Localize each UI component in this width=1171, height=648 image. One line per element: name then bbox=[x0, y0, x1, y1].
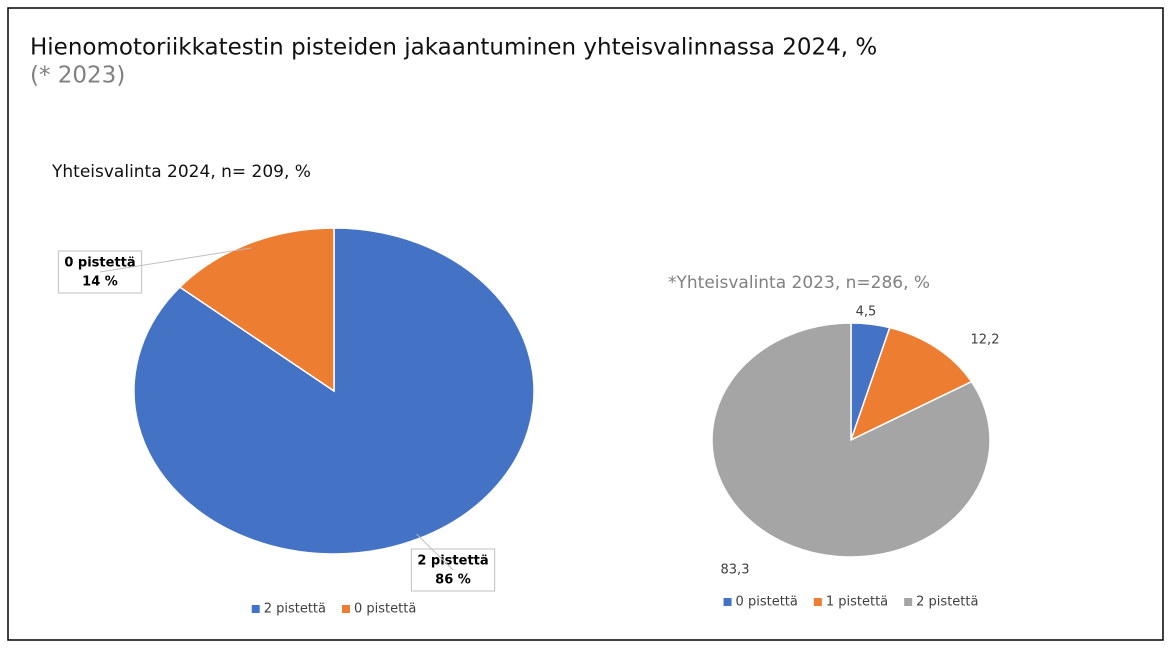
slide-title: Hienomotoriikkatestin pisteiden jakaantu… bbox=[30, 35, 877, 61]
legend-label: 2 pistettä bbox=[916, 595, 978, 610]
pie-slice bbox=[849, 326, 973, 442]
data-label: 83,3 bbox=[721, 563, 750, 578]
chart-title: Yhteisvalinta 2024, n= 209, % bbox=[51, 162, 311, 182]
legend-swatch bbox=[251, 605, 260, 613]
label-value: 86 % bbox=[435, 573, 471, 588]
chart-title: *Yhteisvalinta 2023, n=286, % bbox=[668, 273, 930, 293]
data-label: 2 pistettä 86 % bbox=[410, 548, 496, 592]
legend-label: 2 pistettä bbox=[264, 602, 326, 617]
leader-line bbox=[416, 533, 454, 571]
leader-line bbox=[99, 247, 252, 273]
legend-swatch bbox=[723, 598, 732, 606]
legend-swatch bbox=[813, 598, 822, 606]
legend: 0 pistettä 1 pistettä 2 pistettä bbox=[723, 595, 978, 610]
legend-label: 1 pistettä bbox=[826, 595, 888, 610]
legend-swatch bbox=[342, 605, 350, 613]
legend: 2 pistettä 0 pistettä bbox=[251, 602, 416, 617]
label-category: 0 pistettä bbox=[64, 256, 135, 271]
legend-swatch bbox=[904, 598, 913, 606]
legend-label: 0 pistettä bbox=[354, 602, 416, 617]
legend-label: 0 pistettä bbox=[736, 595, 798, 610]
label-category: 2 pistettä bbox=[417, 554, 488, 569]
data-label: 12,2 bbox=[971, 333, 1000, 348]
pie-slice bbox=[133, 227, 535, 555]
pie-slice bbox=[711, 322, 991, 558]
data-label: 4,5 bbox=[856, 305, 877, 320]
pie-slice bbox=[178, 227, 335, 393]
slide-subtitle: (* 2023) bbox=[30, 63, 125, 89]
label-value: 14 % bbox=[82, 275, 118, 290]
